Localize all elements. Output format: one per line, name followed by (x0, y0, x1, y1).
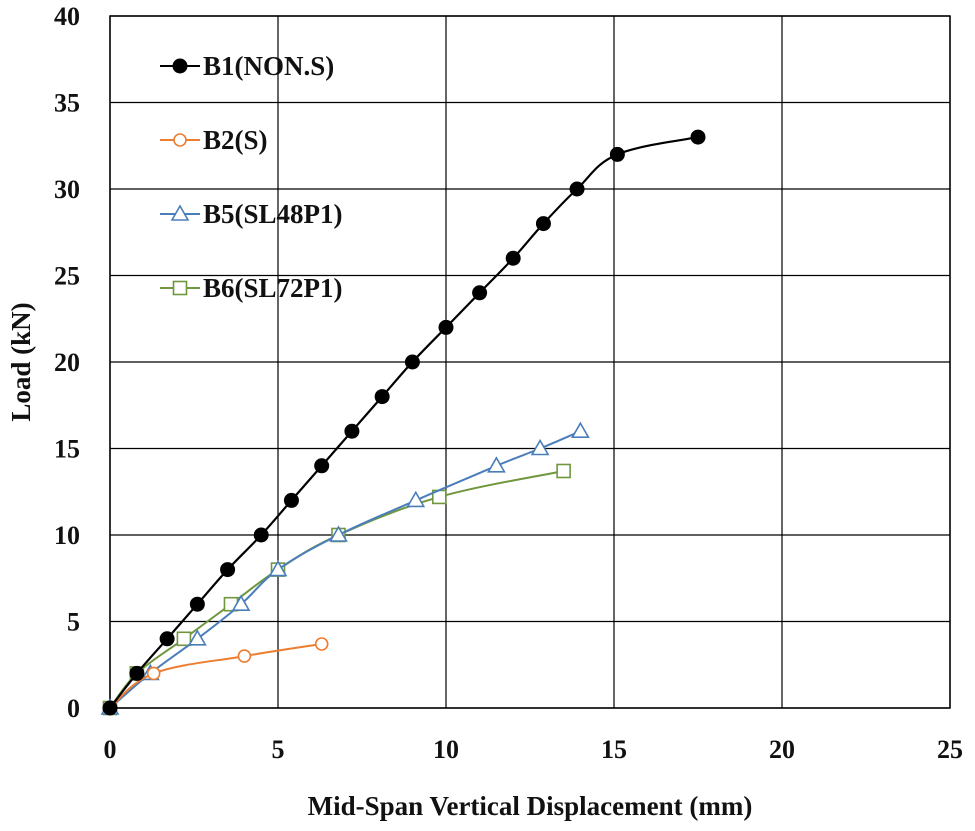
series-3 (100, 421, 590, 715)
y-tick-label: 10 (54, 521, 80, 550)
data-point (344, 423, 360, 439)
series-layer (100, 129, 706, 716)
plot-area-frame (109, 15, 951, 709)
data-point (102, 700, 118, 716)
x-tick-label: 5 (272, 735, 285, 764)
y-tick-label: 30 (54, 175, 80, 204)
series-line (109, 430, 581, 709)
legend: B1(NON.S) B2(S) B5(SL48P1) B6(SL72P1) (160, 51, 343, 303)
legend-label: B5(SL48P1) (203, 199, 343, 229)
data-point (530, 438, 550, 456)
legend-label: B6(SL72P1) (203, 273, 343, 303)
series-line (109, 136, 699, 709)
data-point (487, 456, 506, 473)
legend-marker (170, 204, 190, 221)
data-point (187, 629, 207, 646)
y-tick-label: 15 (54, 435, 80, 464)
series-4 (102, 463, 571, 716)
legend-marker (172, 280, 188, 296)
data-point (329, 525, 348, 542)
legend-marker (173, 133, 187, 147)
legend-item: B5(SL48P1) (160, 199, 343, 229)
y-tick-label: 20 (54, 348, 80, 377)
x-tick-label: 20 (769, 735, 795, 764)
data-point (253, 527, 269, 543)
data-point (268, 559, 288, 577)
x-tick-label: 25 (937, 735, 963, 764)
data-point (556, 463, 571, 479)
data-point (231, 594, 251, 612)
legend-item: B6(SL72P1) (160, 273, 343, 303)
data-point (314, 458, 330, 474)
data-point (283, 492, 299, 508)
series-line (109, 643, 322, 709)
legend-item: B1(NON.S) (160, 51, 334, 81)
data-point (690, 129, 706, 145)
y-axis-ticks: 0 5 10 15 20 25 30 35 40 (54, 2, 80, 723)
data-point (159, 631, 175, 647)
x-tick-label: 0 (104, 735, 117, 764)
x-axis-ticks: 0 5 10 15 20 25 (104, 735, 964, 764)
data-point (609, 146, 625, 162)
data-point (220, 562, 236, 578)
series-line (109, 470, 564, 709)
series-1 (102, 129, 706, 716)
data-point (472, 285, 488, 301)
data-point (314, 637, 329, 651)
legend-label: B1(NON.S) (203, 51, 334, 81)
data-point (374, 389, 390, 405)
x-axis-title: Mid-Span Vertical Displacement (mm) (308, 791, 753, 821)
legend-marker (172, 58, 188, 74)
legend-item: B2(S) (160, 125, 268, 155)
data-point (189, 596, 205, 612)
data-point (571, 421, 590, 439)
data-point (129, 665, 145, 681)
data-point (176, 631, 192, 647)
y-tick-label: 25 (54, 262, 80, 291)
x-tick-label: 10 (433, 735, 459, 764)
data-point (237, 649, 252, 663)
y-tick-label: 35 (54, 89, 80, 118)
data-point (535, 216, 551, 232)
y-axis-title: Load (kN) (6, 302, 36, 421)
data-point (404, 354, 420, 370)
data-point (438, 319, 454, 335)
y-tick-label: 40 (54, 2, 80, 31)
legend-label: B2(S) (203, 125, 268, 155)
y-tick-label: 0 (67, 694, 80, 723)
data-point (146, 666, 161, 681)
y-tick-label: 5 (67, 608, 80, 637)
x-tick-label: 15 (601, 735, 627, 764)
data-point (505, 250, 521, 266)
data-point (406, 490, 426, 508)
data-point (569, 181, 585, 197)
